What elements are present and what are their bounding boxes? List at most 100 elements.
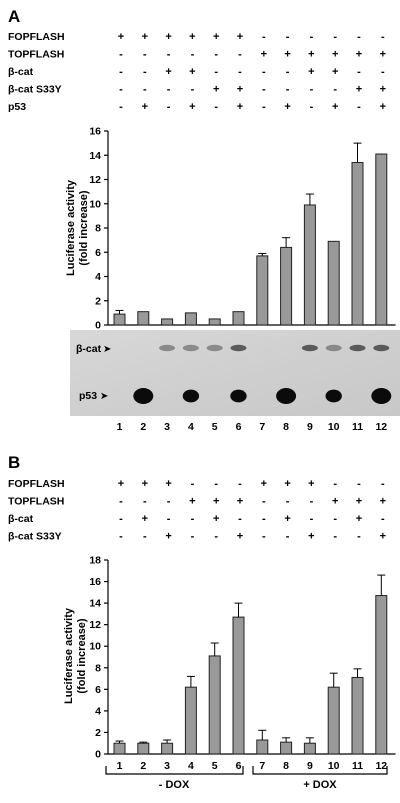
condition-symbol: - xyxy=(286,496,290,508)
panel-a-chart: 0 2 4 6 8 10 12 14 16 Luciferase activity(fold in… xyxy=(65,126,396,332)
condition-label: FOPFLASH xyxy=(8,31,65,43)
western-blot: β-cat ➤ p53 ➤ xyxy=(70,330,400,416)
condition-symbol: - xyxy=(262,66,266,78)
condition-symbol: - xyxy=(214,49,218,61)
y-tick-label: 2 xyxy=(95,295,101,307)
condition-symbol: - xyxy=(286,531,290,543)
condition-symbol: + xyxy=(237,531,243,543)
condition-symbol: - xyxy=(238,49,242,61)
condition-symbol: + xyxy=(356,84,362,96)
condition-symbol: - xyxy=(333,478,337,490)
blot-band-beta-cat xyxy=(325,344,342,352)
lane-number: 6 xyxy=(236,421,242,433)
condition-symbol: - xyxy=(310,513,314,525)
condition-label: β-cat xyxy=(8,513,34,525)
bar xyxy=(184,312,197,326)
bar xyxy=(375,595,388,755)
lane-number: 12 xyxy=(375,421,387,433)
condition-symbol: - xyxy=(310,101,314,113)
condition-symbol: + xyxy=(237,496,243,508)
y-tick-label: 12 xyxy=(89,174,101,186)
condition-symbol: - xyxy=(357,531,361,543)
blot-band-p53 xyxy=(230,389,247,403)
condition-symbol: - xyxy=(214,531,218,543)
bar xyxy=(232,616,245,755)
bar xyxy=(113,313,126,326)
blot-background xyxy=(70,330,400,416)
condition-symbol: - xyxy=(357,101,361,113)
lane-number: 7 xyxy=(259,421,265,433)
y-tick-label: 0 xyxy=(95,320,101,332)
panel-b-conditions: FOPFLASH + + + - - - + + + - - - TOPFLASH - - - + + + - - - + + +… xyxy=(8,478,386,543)
y-tick-label: 8 xyxy=(95,223,101,235)
bar xyxy=(161,742,174,755)
y-tick-label: 6 xyxy=(95,247,101,259)
group-brackets: - DOX + DOX xyxy=(105,766,388,791)
condition-symbol: + xyxy=(165,531,171,543)
condition-symbol: - xyxy=(286,66,290,78)
bar xyxy=(351,676,364,755)
condition-label: TOPFLASH xyxy=(8,49,64,61)
condition-symbol: - xyxy=(333,531,337,543)
panel-b-label: B xyxy=(8,453,20,472)
y-tick-label: 18 xyxy=(89,555,101,567)
condition-symbol: + xyxy=(165,31,171,43)
lane-number: 8 xyxy=(283,760,289,772)
lane-number: 1 xyxy=(117,421,123,433)
condition-symbol: + xyxy=(308,478,314,490)
condition-symbol: + xyxy=(261,49,267,61)
bar xyxy=(280,741,293,755)
blot-band-beta-cat xyxy=(373,344,390,352)
condition-symbol: - xyxy=(381,513,385,525)
condition-symbol: + xyxy=(189,66,195,78)
condition-symbol: - xyxy=(333,31,337,43)
blot-band-beta-cat xyxy=(182,344,199,352)
condition-symbol: + xyxy=(118,31,124,43)
lane-number: 10 xyxy=(328,421,340,433)
bar xyxy=(113,742,126,755)
lane-number: 10 xyxy=(328,760,340,772)
lane-number: 2 xyxy=(140,760,146,772)
condition-symbol: + xyxy=(332,49,338,61)
condition-symbol: - xyxy=(357,31,361,43)
y-axis-label: Luciferase activity(fold increase) xyxy=(65,179,90,276)
condition-symbol: - xyxy=(143,49,147,61)
condition-symbol: + xyxy=(356,513,362,525)
condition-symbol: - xyxy=(191,478,195,490)
condition-symbol: + xyxy=(142,31,148,43)
blot-label-beta-cat: β-cat xyxy=(76,343,102,355)
condition-symbol: + xyxy=(189,31,195,43)
bar xyxy=(208,655,221,755)
condition-symbol: - xyxy=(191,513,195,525)
condition-symbol: - xyxy=(119,496,123,508)
y-tick-label: 10 xyxy=(89,198,101,210)
condition-symbol: - xyxy=(119,101,123,113)
lane-number: 5 xyxy=(212,421,218,433)
condition-symbol: - xyxy=(262,513,266,525)
panel-b-chart: 0 2 4 6 8 10 12 14 16 18 Luciferase activity(fold … xyxy=(63,555,396,761)
lane-number: 8 xyxy=(283,421,289,433)
y-tick-label: 10 xyxy=(89,641,101,653)
bar xyxy=(303,742,316,755)
condition-symbol: + xyxy=(380,84,386,96)
condition-symbol: + xyxy=(284,478,290,490)
bar xyxy=(327,240,340,326)
arrow-icon: ➤ xyxy=(100,391,108,402)
condition-label: FOPFLASH xyxy=(8,478,65,490)
condition-symbol: + xyxy=(284,513,290,525)
condition-symbol: - xyxy=(381,478,385,490)
condition-symbol: + xyxy=(213,84,219,96)
lane-number: 2 xyxy=(140,421,146,433)
condition-symbol: - xyxy=(262,31,266,43)
condition-symbol: - xyxy=(143,84,147,96)
y-tick-label: 16 xyxy=(89,576,101,588)
lane-number: 1 xyxy=(117,760,123,772)
panel-b-lane-numbers: 1 2 3 4 5 6 7 8 9 10 11 12 xyxy=(117,760,388,772)
condition-symbol: + xyxy=(237,84,243,96)
condition-symbol: - xyxy=(310,84,314,96)
bar xyxy=(351,162,364,326)
condition-symbol: - xyxy=(191,49,195,61)
y-tick-label: 0 xyxy=(95,749,101,761)
blot-band-beta-cat xyxy=(159,344,176,352)
